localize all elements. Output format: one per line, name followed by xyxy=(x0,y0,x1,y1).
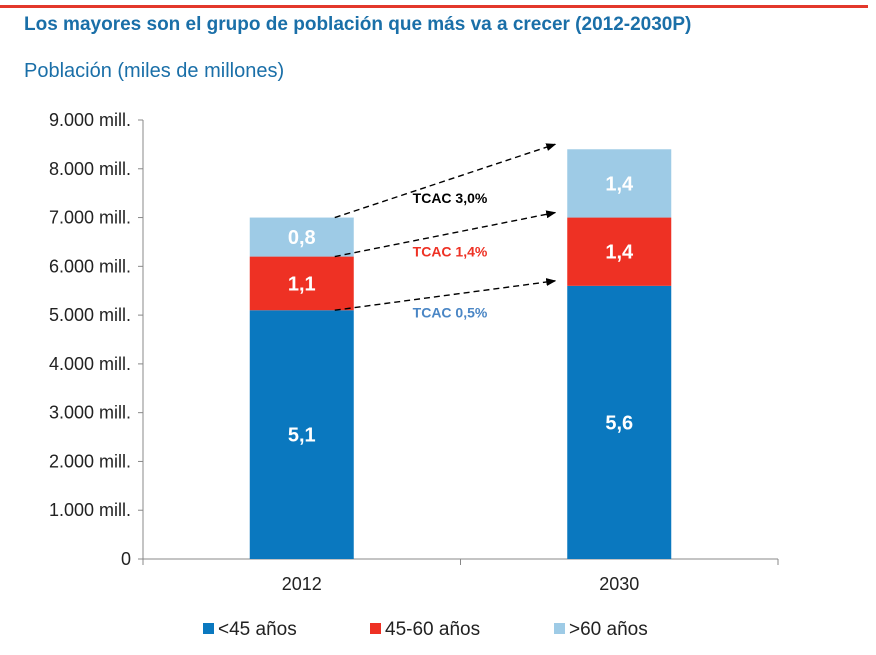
tcac-annotation: TCAC 0,5% xyxy=(413,305,488,321)
y-tick-label: 6.000 mill. xyxy=(49,256,131,276)
legend-label: 45-60 años xyxy=(385,619,480,640)
legend-swatch xyxy=(203,623,214,634)
growth-arrow xyxy=(334,143,557,219)
growth-arrow xyxy=(334,278,557,311)
bar-value-label: 5,6 xyxy=(605,412,633,434)
bar-value-label: 1,4 xyxy=(605,242,634,264)
bar-segment xyxy=(249,256,354,311)
legend-swatch xyxy=(370,623,381,634)
y-tick-label: 4.000 mill. xyxy=(49,354,131,374)
header-rule xyxy=(0,5,868,8)
bar-value-label: 1,4 xyxy=(605,173,634,195)
y-tick-label: 0 xyxy=(121,549,131,569)
legend-label: >60 años xyxy=(569,619,648,640)
legend-swatch xyxy=(554,623,565,634)
y-tick-label: 3.000 mill. xyxy=(49,403,131,423)
bar-segment xyxy=(567,217,672,286)
bar-segment xyxy=(567,149,672,218)
y-tick-label: 9.000 mill. xyxy=(49,110,131,130)
chart-subtitle: Población (miles de millones) xyxy=(24,60,285,82)
bar-segment xyxy=(249,217,354,257)
legend-label: <45 años xyxy=(218,619,297,640)
y-tick-label: 1.000 mill. xyxy=(49,500,131,520)
y-tick-label: 2.000 mill. xyxy=(49,451,131,471)
bar-segment xyxy=(249,310,354,559)
bar-segment xyxy=(567,285,672,559)
x-tick-label: 2030 xyxy=(599,574,639,594)
y-tick-label: 8.000 mill. xyxy=(49,159,131,179)
y-tick-label: 7.000 mill. xyxy=(49,208,131,228)
bar-value-label: 0,8 xyxy=(288,227,316,249)
x-tick-label: 2012 xyxy=(282,574,322,594)
tcac-annotation: TCAC 1,4% xyxy=(413,244,488,260)
bar-value-label: 1,1 xyxy=(288,273,316,295)
y-tick-label: 5.000 mill. xyxy=(49,305,131,325)
bar-value-label: 5,1 xyxy=(288,425,316,447)
tcac-annotation: TCAC 3,0% xyxy=(413,190,488,206)
growth-arrow xyxy=(334,210,557,258)
chart-title: Los mayores son el grupo de población qu… xyxy=(24,14,692,35)
